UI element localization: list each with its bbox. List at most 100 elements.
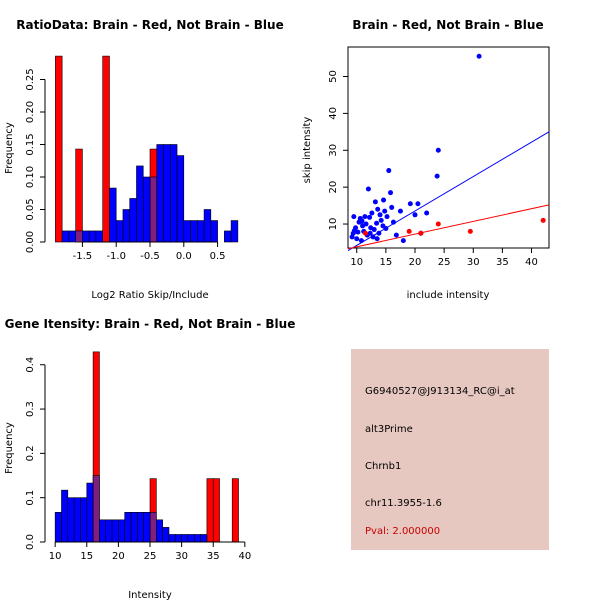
gene-notbrain-bar	[156, 519, 163, 543]
notbrain-point	[390, 219, 396, 225]
gene-brain-bar	[212, 478, 220, 543]
notbrain-point	[376, 230, 382, 236]
ratio-y-tick-label: 0.15	[25, 133, 36, 155]
gene-notbrain-bar	[143, 512, 151, 543]
notbrain-point	[374, 220, 380, 226]
gene-intensity-histogram: Gene Itensity: Brain - Red, Not Brain - …	[4, 317, 295, 600]
scatter-plot-box	[347, 46, 550, 249]
gene-notbrain-bar	[130, 512, 138, 543]
gene-notbrain-bar	[200, 534, 208, 543]
notbrain-point	[415, 201, 421, 207]
notbrain-point	[371, 227, 377, 233]
notbrain-point	[365, 186, 371, 192]
ratio-y-tick-label: 0.25	[25, 68, 36, 90]
ratio-notbrain-bar	[230, 220, 239, 243]
intensity-scatter: Brain - Red, Not Brain - Blue include in…	[302, 18, 550, 301]
scatter-x-tick-label: 40	[525, 257, 538, 268]
gene-x-tick-label: 35	[207, 551, 220, 562]
notbrain-point	[393, 232, 399, 238]
gene-notbrain-bar	[124, 512, 132, 543]
notbrain-point	[386, 168, 392, 174]
ratio-brain-bar	[102, 55, 110, 243]
notbrain-point	[359, 218, 365, 224]
ratio-notbrain-bar	[190, 220, 198, 243]
ratio-notbrain-bar	[163, 144, 171, 243]
gene-overlap-bar	[149, 512, 157, 543]
notbrain-point	[384, 214, 390, 220]
scatter-x-tick-label: 20	[409, 257, 422, 268]
gene-symbol: Chrnb1	[365, 461, 402, 472]
scatter-xlabel: include intensity	[407, 290, 490, 301]
ratio-title: RatioData: Brain - Red, Not Brain - Blue	[16, 18, 283, 32]
brain-point	[435, 221, 441, 227]
ratio-brain-bar	[75, 148, 83, 243]
scatter-x-tick-label: 25	[438, 257, 451, 268]
notbrain-point	[397, 208, 403, 214]
notbrain-point	[412, 212, 418, 218]
gene-notbrain-bar	[86, 482, 94, 543]
notbrain-point	[358, 238, 364, 244]
notbrain-point	[369, 210, 375, 216]
scatter-y-tick-label: 30	[328, 144, 339, 157]
ratio-notbrain-bar	[224, 230, 232, 243]
scatter-points	[349, 53, 546, 244]
event-type: alt3Prime	[365, 424, 413, 435]
notbrain-point	[354, 236, 360, 242]
gene-y-tick-label: 0.4	[25, 357, 36, 373]
ratio-notbrain-bar	[156, 144, 164, 243]
gene-x-tick-label: 40	[238, 551, 251, 562]
gene-y-tick-label: 0.2	[25, 445, 36, 461]
gene-notbrain-bar	[61, 489, 69, 543]
gene-x-tick-label: 20	[112, 551, 125, 562]
gene-x-tick-label: 25	[144, 551, 157, 562]
gene-title: Gene Itensity: Brain - Red, Not Brain - …	[5, 317, 296, 331]
notbrain-point	[363, 221, 369, 227]
ratio-notbrain-bar	[95, 230, 103, 243]
notbrain-point	[378, 217, 384, 223]
notbrain-point	[374, 236, 380, 242]
notbrain-point	[476, 53, 482, 59]
gene-x-tick-label: 30	[175, 551, 188, 562]
gene-notbrain-bar	[193, 534, 201, 543]
notbrain-point	[424, 210, 430, 216]
ratio-bars	[55, 55, 239, 243]
ratio-overlap-bar	[149, 176, 158, 243]
brain-point	[362, 230, 368, 236]
ratio-ylabel: Frequency	[4, 122, 15, 174]
scatter-x-tick-label: 15	[380, 257, 393, 268]
ratio-brain-bar	[55, 55, 63, 243]
ratio-x-tick-label: 0.5	[210, 251, 226, 262]
brain-point	[540, 217, 546, 223]
notbrain-point	[375, 206, 381, 212]
gene-notbrain-bar	[67, 497, 75, 543]
gene-notbrain-bar	[73, 497, 81, 543]
chromosome-location: chr11.3955-1.6	[365, 498, 442, 509]
ratio-overlap-bar	[75, 230, 83, 243]
scatter-y-tick-label: 50	[328, 70, 339, 83]
notbrain-point	[353, 225, 359, 231]
ratio-notbrain-bar	[176, 155, 185, 243]
gene-x-tick-label: 10	[49, 551, 62, 562]
ratio-notbrain-bar	[115, 220, 124, 243]
gene-y-tick-label: 0.0	[25, 534, 36, 550]
brain-point	[467, 228, 473, 234]
notbrain-point	[435, 147, 441, 153]
gene-ylabel: Frequency	[4, 422, 15, 474]
scatter-y-tick-label: 10	[328, 218, 339, 231]
notbrain-point	[383, 225, 389, 231]
notbrain-point	[434, 173, 440, 179]
notbrain-point	[351, 214, 357, 220]
gene-y-tick-label: 0.3	[25, 401, 36, 417]
ratio-notbrain-bar	[169, 144, 178, 243]
ratio-notbrain-bar	[68, 230, 76, 243]
gene-notbrain-bar	[54, 512, 62, 543]
gene-notbrain-bar	[80, 497, 88, 543]
scatter-ylabel: skip intensity	[302, 117, 313, 184]
gene-x-tick-label: 15	[80, 551, 93, 562]
gene-notbrain-bar	[174, 534, 182, 543]
probe-info-panel: G6940527@J913134_RC@i_at alt3Prime Chrnb…	[351, 349, 549, 550]
notbrain-point	[362, 214, 368, 220]
ratio-y-tick-label: 0.10	[25, 166, 36, 188]
scatter-axes: 10 15 20 25 30 35 40 10 20 30 40 50	[328, 70, 538, 268]
scatter-x-tick-label: 30	[467, 257, 480, 268]
